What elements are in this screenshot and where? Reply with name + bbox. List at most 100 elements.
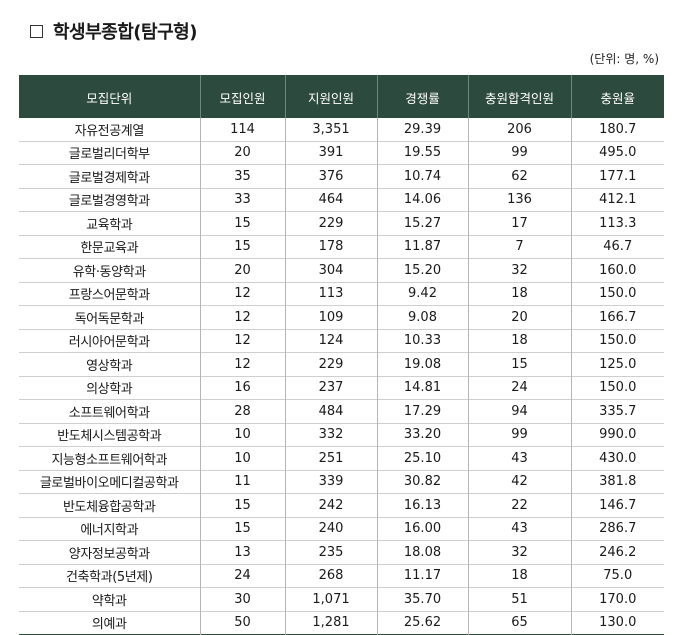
department-cell: 글로벌바이오메디컬공학과	[19, 469, 200, 494]
quota-cell: 15	[199, 493, 285, 517]
title-row: 학생부종합(탐구형)	[30, 18, 197, 44]
page-title: 학생부종합(탐구형)	[53, 22, 197, 43]
department-cell: 글로벌경영학과	[19, 187, 200, 212]
additional-admits-cell: 51	[467, 587, 571, 611]
table-row: 에너지학과 15 240 16.00 43 286.7	[19, 516, 664, 541]
unit-note: (단위: 명, %)	[589, 52, 659, 66]
competition-ratio-cell: 18.08	[376, 540, 468, 564]
competition-ratio-cell: 29.39	[376, 118, 468, 141]
additional-admits-cell: 62	[467, 164, 571, 188]
competition-ratio-cell: 19.55	[376, 140, 468, 165]
fill-rate-cell: 146.7	[570, 493, 664, 517]
table-row: 러시아어문학과 12 124 10.33 18 150.0	[19, 328, 664, 353]
quota-cell: 10	[199, 422, 285, 447]
applicants-cell: 464	[284, 187, 377, 212]
additional-admits-cell: 7	[467, 234, 571, 259]
table-row: 약학과 30 1,071 35.70 51 170.0	[19, 587, 664, 611]
department-cell: 영상학과	[19, 352, 200, 376]
fill-rate-cell: 75.0	[570, 563, 664, 588]
fill-rate-cell: 335.7	[570, 399, 664, 423]
additional-admits-cell: 43	[467, 446, 571, 470]
competition-ratio-cell: 35.70	[376, 587, 468, 611]
quota-cell: 11	[199, 469, 285, 494]
table-row: 자유전공계열 114 3,351 29.39 206 180.7	[19, 118, 664, 141]
additional-admits-cell: 99	[467, 140, 571, 165]
additional-admits-cell: 65	[467, 610, 571, 635]
department-cell: 반도체융합공학과	[19, 493, 200, 517]
fill-rate-cell: 381.8	[570, 469, 664, 494]
quota-cell: 30	[199, 587, 285, 611]
fill-rate-cell: 990.0	[570, 422, 664, 447]
fill-rate-cell: 180.7	[570, 118, 664, 141]
applicants-cell: 113	[284, 281, 377, 306]
competition-ratio-cell: 11.17	[376, 563, 468, 588]
department-cell: 유학·동양학과	[19, 258, 200, 282]
quota-cell: 28	[199, 399, 285, 423]
table-row: 지능형소프트웨어학과 10 251 25.10 43 430.0	[19, 446, 664, 470]
fill-rate-cell: 150.0	[570, 375, 664, 400]
department-cell: 프랑스어문학과	[19, 281, 200, 306]
applicants-cell: 268	[284, 563, 377, 588]
table-row: 글로벌바이오메디컬공학과 11 339 30.82 42 381.8	[19, 469, 664, 494]
table-row: 건축학과(5년제) 24 268 11.17 18 75.0	[19, 563, 664, 588]
department-cell: 교육학과	[19, 211, 200, 235]
table-row: 유학·동양학과 20 304 15.20 32 160.0	[19, 258, 664, 282]
competition-ratio-cell: 30.82	[376, 469, 468, 494]
competition-ratio-cell: 33.20	[376, 422, 468, 447]
department-cell: 반도체시스템공학과	[19, 422, 200, 447]
table-row: 글로벌리더학부 20 391 19.55 99 495.0	[19, 140, 664, 165]
competition-ratio-cell: 14.06	[376, 187, 468, 212]
quota-cell: 15	[199, 234, 285, 259]
department-cell: 양자정보공학과	[19, 540, 200, 564]
additional-admits-cell: 43	[467, 516, 571, 541]
additional-admits-cell: 94	[467, 399, 571, 423]
table-row: 독어독문학과 12 109 9.08 20 166.7	[19, 305, 664, 329]
fill-rate-cell: 125.0	[570, 352, 664, 376]
competition-ratio-cell: 16.00	[376, 516, 468, 541]
table-row: 반도체융합공학과 15 242 16.13 22 146.7	[19, 493, 664, 517]
quota-cell: 35	[199, 164, 285, 188]
applicants-cell: 391	[284, 140, 377, 165]
additional-admits-cell: 42	[467, 469, 571, 494]
admission-results-table: 모집단위 모집인원 지원인원 경쟁률 충원합격인원 충원율 자유전공계열 114 3…	[19, 75, 664, 635]
fill-rate-cell: 113.3	[570, 211, 664, 235]
competition-ratio-cell: 16.13	[376, 493, 468, 517]
applicants-cell: 1,071	[284, 587, 377, 611]
quota-cell: 20	[199, 258, 285, 282]
fill-rate-cell: 495.0	[570, 140, 664, 165]
table-row: 한문교육과 15 178 11.87 7 46.7	[19, 234, 664, 259]
applicants-cell: 229	[284, 352, 377, 376]
quota-cell: 15	[199, 516, 285, 541]
department-cell: 에너지학과	[19, 516, 200, 541]
fill-rate-cell: 150.0	[570, 328, 664, 353]
applicants-cell: 3,351	[284, 118, 377, 141]
header-cell: 충원합격인원	[467, 75, 571, 118]
fill-rate-cell: 130.0	[570, 610, 664, 635]
quota-cell: 33	[199, 187, 285, 212]
department-cell: 건축학과(5년제)	[19, 563, 200, 588]
competition-ratio-cell: 25.62	[376, 610, 468, 635]
table-row: 영상학과 12 229 19.08 15 125.0	[19, 352, 664, 376]
department-cell: 지능형소프트웨어학과	[19, 446, 200, 470]
additional-admits-cell: 18	[467, 563, 571, 588]
table-row: 반도체시스템공학과 10 332 33.20 99 990.0	[19, 422, 664, 447]
quota-cell: 24	[199, 563, 285, 588]
checkbox-square-icon	[30, 24, 43, 38]
quota-cell: 20	[199, 140, 285, 165]
applicants-cell: 1,281	[284, 610, 377, 635]
department-cell: 러시아어문학과	[19, 328, 200, 353]
fill-rate-cell: 46.7	[570, 234, 664, 259]
quota-cell: 50	[199, 610, 285, 635]
department-cell: 한문교육과	[19, 234, 200, 259]
fill-rate-cell: 160.0	[570, 258, 664, 282]
competition-ratio-cell: 10.33	[376, 328, 468, 353]
table-row: 양자정보공학과 13 235 18.08 32 246.2	[19, 540, 664, 564]
competition-ratio-cell: 19.08	[376, 352, 468, 376]
applicants-cell: 251	[284, 446, 377, 470]
table-row: 소프트웨어학과 28 484 17.29 94 335.7	[19, 399, 664, 423]
additional-admits-cell: 20	[467, 305, 571, 329]
quota-cell: 15	[199, 211, 285, 235]
additional-admits-cell: 22	[467, 493, 571, 517]
applicants-cell: 332	[284, 422, 377, 447]
quota-cell: 114	[199, 118, 285, 141]
